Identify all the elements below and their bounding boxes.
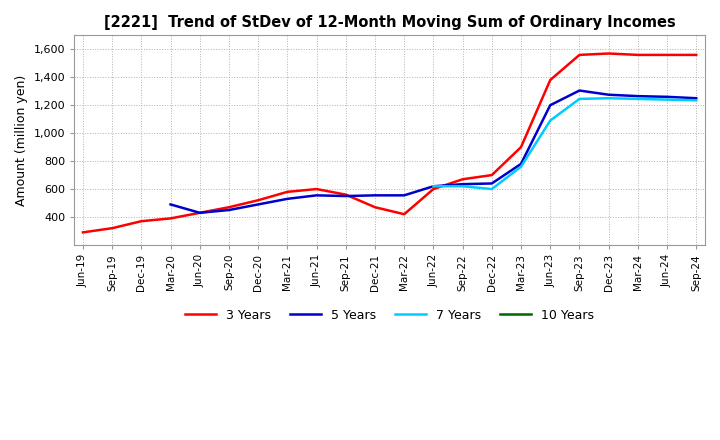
3 Years	[429, 187, 438, 192]
7 Years	[662, 97, 671, 102]
5 Years	[546, 103, 554, 108]
5 Years	[487, 181, 496, 186]
3 Years	[225, 205, 233, 210]
5 Years	[604, 92, 613, 97]
3 Years	[692, 52, 701, 58]
Title: [2221]  Trend of StDev of 12-Month Moving Sum of Ordinary Incomes: [2221] Trend of StDev of 12-Month Moving…	[104, 15, 675, 30]
3 Years	[400, 212, 408, 217]
5 Years	[371, 193, 379, 198]
3 Years	[137, 219, 145, 224]
5 Years	[575, 88, 584, 93]
3 Years	[78, 230, 87, 235]
Y-axis label: Amount (million yen): Amount (million yen)	[15, 74, 28, 206]
5 Years	[225, 207, 233, 213]
5 Years	[517, 161, 526, 167]
3 Years	[108, 226, 117, 231]
7 Years	[429, 183, 438, 189]
3 Years	[459, 176, 467, 182]
7 Years	[604, 95, 613, 101]
5 Years	[254, 202, 263, 207]
5 Years	[692, 95, 701, 101]
3 Years	[517, 144, 526, 150]
5 Years	[312, 193, 321, 198]
3 Years	[634, 52, 642, 58]
3 Years	[254, 198, 263, 203]
Line: 5 Years: 5 Years	[171, 91, 696, 213]
5 Years	[662, 94, 671, 99]
5 Years	[341, 194, 350, 199]
7 Years	[634, 96, 642, 102]
3 Years	[575, 52, 584, 58]
5 Years	[283, 196, 292, 202]
3 Years	[604, 51, 613, 56]
3 Years	[312, 187, 321, 192]
5 Years	[634, 93, 642, 99]
7 Years	[546, 118, 554, 123]
3 Years	[166, 216, 175, 221]
3 Years	[487, 172, 496, 178]
Legend: 3 Years, 5 Years, 7 Years, 10 Years: 3 Years, 5 Years, 7 Years, 10 Years	[180, 304, 599, 327]
5 Years	[400, 193, 408, 198]
3 Years	[341, 192, 350, 197]
3 Years	[662, 52, 671, 58]
5 Years	[166, 202, 175, 207]
3 Years	[283, 189, 292, 194]
7 Years	[459, 183, 467, 189]
3 Years	[371, 205, 379, 210]
7 Years	[517, 164, 526, 169]
5 Years	[459, 182, 467, 187]
Line: 7 Years: 7 Years	[433, 98, 696, 189]
7 Years	[575, 96, 584, 102]
Line: 3 Years: 3 Years	[83, 54, 696, 232]
3 Years	[195, 210, 204, 216]
5 Years	[429, 183, 438, 189]
3 Years	[546, 77, 554, 83]
7 Years	[487, 187, 496, 192]
5 Years	[195, 210, 204, 216]
7 Years	[692, 98, 701, 103]
